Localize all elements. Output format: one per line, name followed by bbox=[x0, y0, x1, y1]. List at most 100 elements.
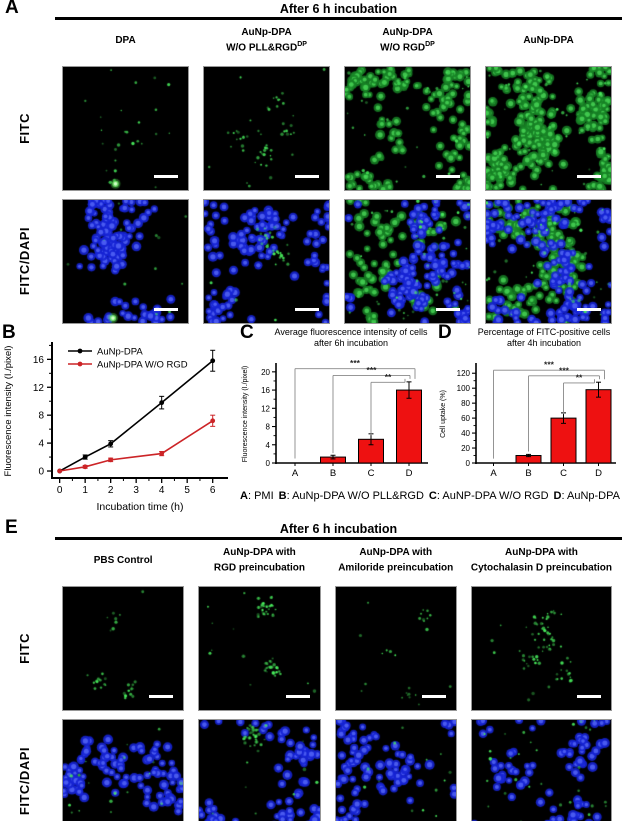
col-header-line1: AuNp-DPA bbox=[241, 26, 292, 38]
micrograph-a-fitc-aunp-dpa bbox=[485, 66, 612, 191]
svg-text:8: 8 bbox=[38, 411, 44, 422]
col-header-line1: DPA bbox=[115, 34, 136, 46]
micrograph-a-merge-dpa bbox=[62, 199, 189, 324]
svg-text:***: *** bbox=[367, 365, 378, 375]
panel-a: A After 6 h incubation DPA AuNp-DPA W/O … bbox=[0, 0, 622, 324]
scale-bar bbox=[154, 308, 178, 311]
panel-a-col-header-dpa: DPA bbox=[62, 24, 189, 58]
panel-c-title: Average fluorescence intensity of cells … bbox=[268, 327, 434, 349]
svg-text:***: *** bbox=[544, 359, 555, 369]
svg-text:4: 4 bbox=[266, 440, 271, 449]
micrograph-canvas bbox=[335, 587, 456, 710]
svg-text:12: 12 bbox=[261, 404, 270, 413]
panel-e-title-wrap: After 6 h incubation bbox=[55, 520, 622, 540]
svg-text:6: 6 bbox=[210, 485, 216, 496]
panel-a-col-header-aunp-dpa: AuNp-DPA bbox=[485, 24, 612, 58]
panel-d-title-line1: Percentage of FITC-positive cells bbox=[477, 327, 611, 337]
group-legend-item-b: B: AuNp-DPA W/O PLL&RGD bbox=[278, 490, 424, 502]
panel-c-label: C bbox=[240, 322, 254, 343]
panel-a-title: After 6 h incubation bbox=[279, 2, 398, 16]
svg-text:1: 1 bbox=[82, 485, 88, 496]
micrograph-canvas bbox=[63, 587, 184, 710]
col-header-line2: Cytochalasin D preincubation bbox=[470, 562, 612, 574]
panel-e-row-label-fitc-dapi: FITC/DAPI bbox=[16, 747, 32, 816]
panel-a-title-wrap: After 6 h incubation bbox=[55, 0, 622, 20]
micrograph-canvas bbox=[199, 720, 320, 821]
svg-text:Incubation time (h): Incubation time (h) bbox=[97, 501, 184, 513]
micrograph-canvas bbox=[345, 67, 470, 190]
micrograph-canvas bbox=[63, 200, 188, 323]
panel-b-label: B bbox=[2, 322, 16, 343]
panel-e-label: E bbox=[5, 517, 18, 538]
micrograph-canvas bbox=[199, 587, 320, 710]
scale-bar bbox=[285, 695, 310, 698]
col-header-line1: AuNp-DPA with bbox=[505, 546, 578, 558]
panel-a-label: A bbox=[5, 0, 19, 18]
micrograph-e-merge-cytochalasin-d-preincubation bbox=[470, 719, 612, 821]
svg-text:120: 120 bbox=[457, 369, 471, 378]
panel-a-grid: DPA AuNp-DPA W/O PLL&RGDDP AuNp-DPA W/O … bbox=[0, 24, 622, 324]
micrograph-e-fitc-pbs-control bbox=[62, 586, 185, 711]
svg-text:3: 3 bbox=[133, 485, 139, 496]
svg-text:AuNp-DPA W/O RGD: AuNp-DPA W/O RGD bbox=[97, 360, 188, 371]
micrograph-canvas bbox=[204, 67, 329, 190]
svg-text:0: 0 bbox=[466, 459, 471, 468]
svg-text:**: ** bbox=[576, 372, 583, 382]
scale-bar bbox=[295, 175, 319, 178]
micrograph-e-merge-pbs-control bbox=[62, 719, 185, 821]
micrograph-canvas bbox=[335, 720, 456, 821]
panel-e-col-header-cytochalasin: AuNp-DPA with Cytochalasin D preincubati… bbox=[471, 544, 612, 578]
charts-row: B 0 4 8 12 16 0 1 2 3 4 5 6 AuNp-DPA AuNp-DPA W/O RGD… bbox=[0, 322, 622, 520]
svg-text:C: C bbox=[368, 468, 375, 479]
micrograph-canvas bbox=[486, 200, 611, 323]
scale-bar bbox=[436, 308, 460, 311]
svg-text:80: 80 bbox=[461, 399, 470, 408]
micrograph-e-fitc-cytochalasin-d-preincubation bbox=[470, 586, 612, 711]
col-header-line1: AuNp-DPA with bbox=[359, 546, 433, 558]
micrograph-e-fitc-amiloride-preincubation bbox=[334, 586, 457, 711]
svg-text:Cell uptake (%): Cell uptake (%) bbox=[440, 390, 447, 438]
micrograph-canvas bbox=[63, 67, 188, 190]
micrograph-canvas bbox=[63, 720, 184, 821]
micrograph-a-fitc-aunp-dpa-wo-pll-rgd bbox=[203, 66, 330, 191]
svg-text:0: 0 bbox=[57, 485, 63, 496]
panel-c-title-line2: after 6h incubation bbox=[313, 337, 389, 348]
panel-a-rule bbox=[55, 17, 622, 20]
svg-text:5: 5 bbox=[184, 485, 190, 496]
svg-text:A: A bbox=[292, 468, 299, 479]
micrograph-a-fitc-dpa bbox=[62, 66, 189, 191]
svg-text:20: 20 bbox=[461, 444, 470, 453]
svg-text:Fluorescence intensity (I./pix: Fluorescence intensity (I./pixel) bbox=[3, 346, 14, 477]
micrograph-a-merge-aunp-dpa-wo-pll-rgd bbox=[203, 199, 330, 324]
panel-e-col-header-pbs: PBS Control bbox=[62, 544, 184, 578]
panel-a-col-header-wo-rgd: AuNp-DPA W/O RGDDP bbox=[344, 24, 471, 58]
svg-text:0: 0 bbox=[266, 459, 271, 468]
col-header-line1: AuNp-DPA bbox=[382, 26, 433, 38]
col-header-line2: Amiloride preincubation bbox=[338, 562, 454, 574]
panel-a-row-label-fitc-dapi: FITC/DAPI bbox=[16, 227, 32, 296]
svg-text:60: 60 bbox=[461, 414, 470, 423]
svg-text:20: 20 bbox=[261, 367, 270, 376]
panel-e-grid: PBS Control AuNp-DPA with RGD preincubat… bbox=[0, 544, 622, 821]
svg-text:***: *** bbox=[559, 365, 570, 375]
col-header-sup: DP bbox=[425, 41, 435, 49]
panel-c-title-line1: Average fluorescence intensity of cells bbox=[274, 327, 428, 337]
panel-e-rule bbox=[55, 537, 622, 540]
svg-text:AuNp-DPA: AuNp-DPA bbox=[97, 347, 143, 358]
svg-text:40: 40 bbox=[461, 429, 470, 438]
panel-d-title: Percentage of FITC-positive cells after … bbox=[466, 327, 622, 349]
svg-text:D: D bbox=[406, 468, 413, 479]
group-legend-item-c: C: AuNP-DPA W/O RGD bbox=[428, 490, 549, 502]
micrograph-canvas bbox=[471, 587, 611, 710]
svg-text:4: 4 bbox=[38, 439, 44, 450]
micrograph-a-merge-aunp-dpa-wo-rgd bbox=[344, 199, 471, 324]
svg-text:16: 16 bbox=[261, 386, 270, 395]
scale-bar bbox=[577, 175, 601, 178]
col-header-line2: W/O RGDDP bbox=[380, 41, 435, 54]
panel-a-row-label-fitc: FITC bbox=[16, 113, 32, 144]
panel-a-col-header-wo-pll-rgd: AuNp-DPA W/O PLL&RGDDP bbox=[203, 24, 330, 58]
micrograph-e-merge-amiloride-preincubation bbox=[334, 719, 457, 821]
